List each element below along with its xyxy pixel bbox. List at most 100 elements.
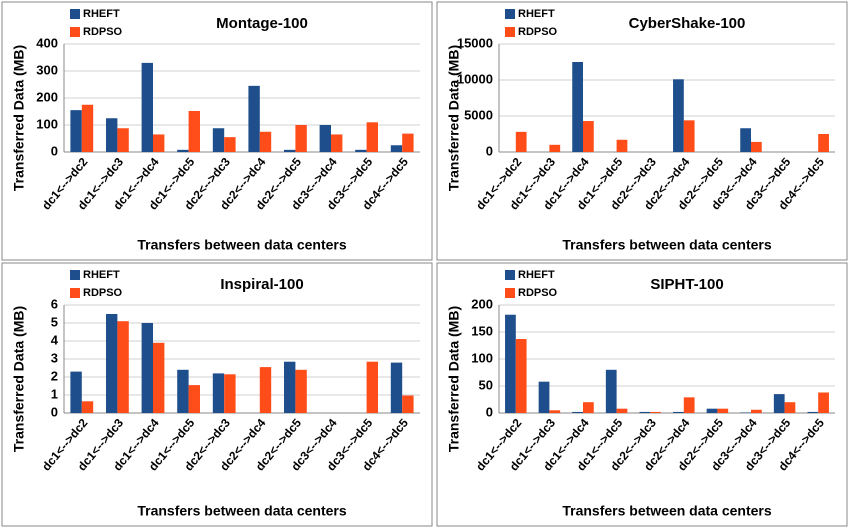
y-axis-label: Transferred Data (MB) [11, 45, 27, 191]
bar [549, 410, 561, 413]
bar [141, 62, 153, 152]
y-tick-label: 0 [486, 143, 493, 158]
bar [366, 122, 378, 152]
bar [141, 323, 153, 413]
bar [177, 149, 189, 152]
bar [818, 392, 829, 413]
bar [331, 134, 343, 152]
bar [515, 131, 527, 152]
bar [515, 339, 527, 413]
legend-swatch [505, 9, 515, 19]
panel-border [1, 1, 433, 261]
chart-title: Inspiral-100 [220, 276, 303, 293]
y-tick-label: 0 [486, 404, 493, 419]
legend-swatch [505, 270, 515, 280]
bar [807, 411, 819, 413]
chart-title: CyberShake-100 [629, 15, 746, 32]
legend-swatch [505, 27, 515, 37]
x-axis-label: Transfers between data centers [137, 237, 347, 253]
bar [355, 149, 367, 152]
chart-title: Montage-100 [216, 15, 308, 32]
legend-label: RDPSO [83, 287, 123, 299]
bar [505, 314, 516, 413]
bar [683, 120, 695, 152]
bar [572, 411, 583, 413]
bar [212, 128, 225, 152]
legend-label: RHEFT [518, 269, 555, 281]
bar [212, 373, 225, 413]
y-tick-label: 15000 [457, 35, 493, 50]
bar [188, 110, 200, 152]
bar [402, 395, 414, 413]
bar [773, 394, 785, 413]
bar [177, 369, 189, 413]
bar [390, 362, 403, 413]
x-axis-label: Transfers between data centers [562, 237, 772, 253]
y-axis-label: Transferred Data (MB) [11, 306, 27, 452]
panel-border [1, 262, 433, 527]
bar [188, 385, 200, 413]
bar [605, 369, 617, 413]
bar [284, 361, 296, 413]
bar [402, 133, 414, 152]
legend-swatch [70, 288, 80, 298]
y-tick-label: 300 [36, 62, 58, 77]
y-tick-label: 3 [51, 350, 58, 365]
bar [740, 412, 751, 413]
panel-border [436, 262, 848, 527]
bar [295, 369, 307, 413]
bar [751, 141, 762, 152]
y-tick-label: 150 [471, 323, 493, 338]
legend-label: RHEFT [83, 8, 120, 20]
bar [106, 314, 118, 413]
y-tick-label: 400 [36, 35, 58, 50]
bar [549, 144, 561, 152]
bar [117, 321, 129, 413]
y-tick-label: 5 [51, 314, 58, 329]
bar [784, 402, 796, 413]
bar [538, 381, 550, 413]
y-axis-label: Transferred Data (MB) [446, 45, 462, 191]
bar [81, 104, 94, 152]
bar [740, 128, 751, 152]
legend-swatch [505, 288, 515, 298]
y-tick-label: 2 [51, 368, 58, 383]
bar [70, 371, 82, 413]
y-tick-label: 4 [51, 332, 59, 347]
bar [153, 342, 165, 413]
x-axis-label: Transfers between data centers [137, 503, 347, 519]
bar [683, 397, 695, 413]
bar [616, 139, 628, 152]
chart-title: SIPHT-100 [650, 276, 723, 293]
y-tick-label: 5000 [464, 107, 493, 122]
y-axis-label: Transferred Data (MB) [446, 306, 462, 452]
x-axis-label: Transfers between data centers [562, 503, 772, 519]
y-tick-label: 0 [51, 404, 58, 419]
bar [751, 409, 762, 413]
y-tick-label: 100 [471, 350, 493, 365]
y-tick-label: 200 [36, 89, 58, 104]
bar [117, 128, 129, 152]
y-tick-label: 100 [36, 116, 58, 131]
legend-label: RDPSO [518, 287, 558, 299]
bar [153, 134, 165, 152]
bar [673, 411, 684, 413]
bar [224, 137, 236, 152]
bar [639, 411, 651, 413]
legend-label: RHEFT [518, 8, 555, 20]
bar [616, 408, 628, 413]
legend-swatch [70, 270, 80, 280]
y-tick-label: 1 [51, 386, 58, 401]
bar [106, 118, 118, 152]
y-tick-label: 200 [471, 296, 493, 311]
bar [319, 125, 331, 152]
bar [583, 121, 594, 152]
bar [284, 149, 296, 152]
bar [706, 408, 718, 413]
bar [717, 408, 729, 413]
bar [224, 374, 236, 413]
bar [572, 62, 583, 152]
bar [650, 411, 661, 413]
bar [673, 79, 684, 152]
